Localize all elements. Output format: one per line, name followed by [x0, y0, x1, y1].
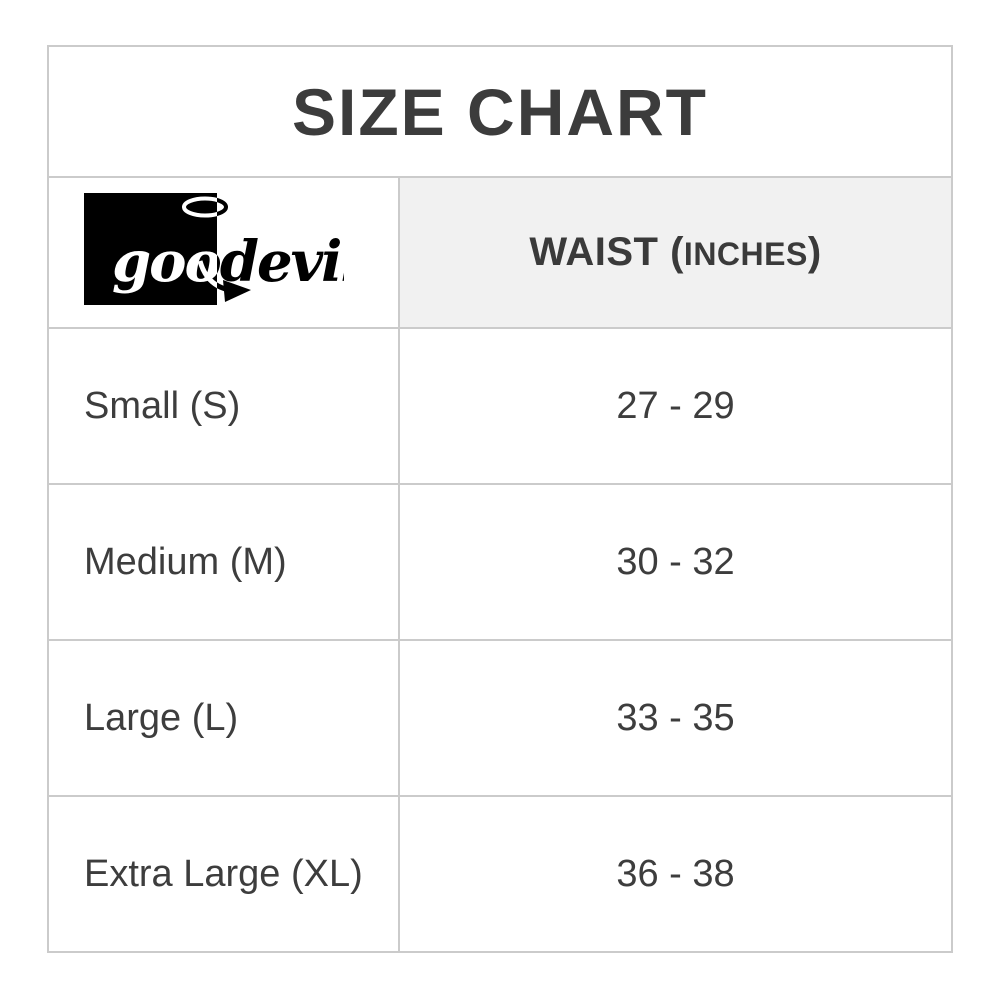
waist-value-cell: 30 - 32: [400, 485, 951, 639]
brand-cell: goodevil goodevil: [49, 178, 400, 327]
waist-header-cell: WAIST (INCHES): [400, 178, 951, 327]
waist-value: 27 - 29: [616, 384, 735, 427]
title-row: SIZE CHART: [49, 47, 951, 178]
waist-value-cell: 33 - 35: [400, 641, 951, 795]
devil-tail-arrow-icon: [223, 279, 251, 302]
size-label: Medium (M): [84, 540, 287, 583]
table-row-small: Small (S) 27 - 29: [49, 329, 951, 485]
table-row-large: Large (L) 33 - 35: [49, 641, 951, 797]
waist-value: 36 - 38: [616, 852, 735, 895]
devil-tail-stem: [197, 259, 217, 288]
size-cell: Extra Large (XL): [49, 797, 400, 951]
waist-label-text: WAIST (: [529, 230, 684, 274]
logo-black-box: [84, 192, 217, 305]
waist-value: 30 - 32: [616, 540, 735, 583]
waist-value-cell: 36 - 38: [400, 797, 951, 951]
size-label: Extra Large (XL): [84, 852, 363, 895]
halo-icon: [182, 196, 217, 217]
size-cell: Medium (M): [49, 485, 400, 639]
waist-value-cell: 27 - 29: [400, 329, 951, 483]
table-row-extra-large: Extra Large (XL) 36 - 38: [49, 797, 951, 951]
size-cell: Small (S): [49, 329, 400, 483]
waist-header-label: WAIST (INCHES): [529, 230, 821, 275]
size-cell: Large (L): [49, 641, 400, 795]
size-chart-table: SIZE CHART goodevil goodevil: [47, 45, 953, 953]
size-label: Large (L): [84, 696, 239, 739]
logo-wordmark-black: goodevil: [112, 229, 344, 295]
waist-close-paren: ): [807, 230, 822, 274]
page-title: SIZE CHART: [292, 74, 708, 149]
goodevil-logo: goodevil goodevil: [84, 192, 344, 305]
table-row-medium: Medium (M) 30 - 32: [49, 485, 951, 641]
size-label: Small (S): [84, 384, 241, 427]
halo-icon: [217, 197, 228, 216]
waist-unit-text: INCHES: [683, 236, 808, 272]
header-row: goodevil goodevil WAIST (INCHES): [49, 178, 951, 329]
waist-value: 33 - 35: [616, 696, 735, 739]
